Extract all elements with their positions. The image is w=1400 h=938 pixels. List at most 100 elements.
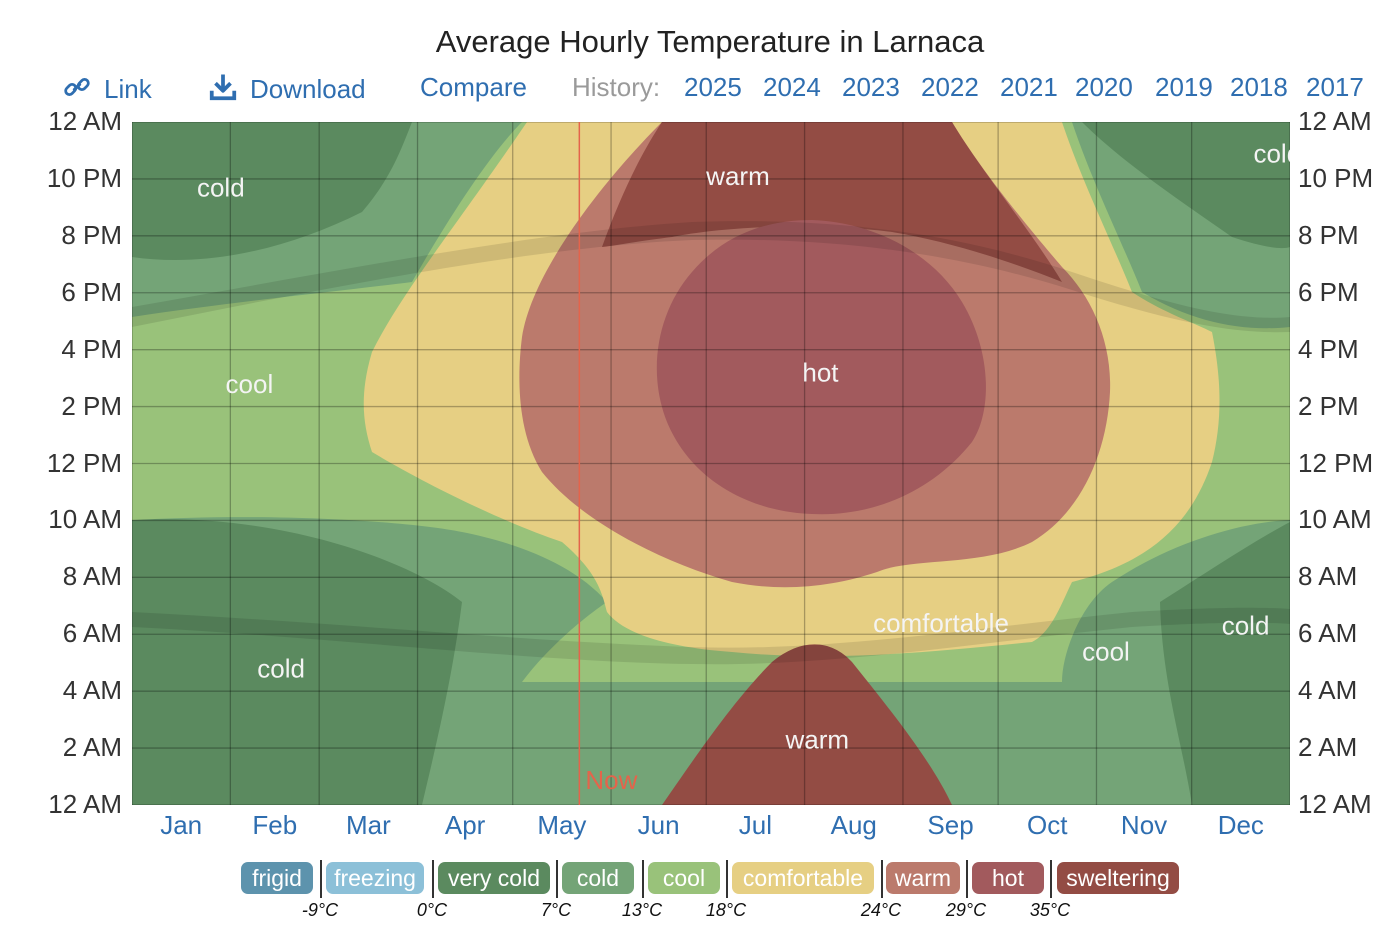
month-label-jun[interactable]: Jun — [637, 810, 680, 840]
history-label: History: — [572, 72, 661, 102]
legend-item-sweltering: sweltering — [1057, 862, 1179, 894]
legend-item-comfortable: comfortable — [732, 862, 874, 894]
legend-item-warm: warm — [886, 862, 960, 894]
legend-item-cold: cold — [562, 862, 634, 894]
month-label-mar[interactable]: Mar — [345, 810, 391, 840]
y-tick-left: 12 AM — [48, 789, 122, 819]
month-label-sep[interactable]: Sep — [927, 810, 974, 840]
y-tick-right: 12 PM — [1298, 447, 1374, 478]
legend-separator — [432, 860, 434, 898]
region-label: warm — [705, 161, 770, 191]
region-label: cold — [197, 172, 245, 202]
region-label: cold — [1222, 611, 1270, 641]
download-label: Download — [250, 74, 366, 104]
band-hot — [656, 220, 986, 515]
region-label: cool — [1082, 636, 1130, 666]
month-label-feb[interactable]: Feb — [252, 810, 298, 840]
grid: Now — [132, 122, 1290, 805]
legend-item-hot: hot — [972, 862, 1044, 894]
region-label: comfortable — [873, 608, 1009, 638]
legend-separator — [320, 860, 322, 898]
compare-button[interactable]: Compare — [420, 72, 527, 102]
y-tick-left: 10 PM — [46, 162, 122, 193]
legend-separator — [881, 860, 883, 898]
y-tick-left: 2 PM — [61, 390, 122, 421]
twilight-band — [132, 221, 1290, 333]
history-year-2019[interactable]: 2019 — [1155, 72, 1213, 102]
legend-threshold: 35°C — [1029, 900, 1071, 920]
region-label: cold — [1253, 138, 1290, 168]
y-tick-left: 10 AM — [48, 504, 122, 535]
y-tick-right: 2 PM — [1298, 390, 1359, 421]
y-tick-left: 12 AM — [48, 106, 122, 136]
legend-item-frigid: frigid — [241, 862, 313, 894]
history-year-2017[interactable]: 2017 — [1306, 72, 1364, 102]
legend-threshold: 7°C — [540, 900, 572, 920]
y-tick-left: 8 PM — [61, 219, 122, 250]
month-label-oct[interactable]: Oct — [1027, 810, 1068, 840]
temperature-heatmap: Now cold cold warm cool hot comfortable cool co… — [132, 122, 1290, 805]
y-tick-left: 8 AM — [62, 561, 122, 592]
region-label: warm — [785, 725, 850, 755]
history-year-2020[interactable]: 2020 — [1075, 72, 1133, 102]
y-tick-left: 2 AM — [62, 732, 122, 763]
month-label-aug[interactable]: Aug — [830, 810, 877, 840]
y-tick-right: 12 AM — [1298, 106, 1372, 136]
download-button[interactable]: Download — [208, 72, 366, 105]
month-label-nov[interactable]: Nov — [1120, 810, 1168, 840]
y-tick-right: 4 PM — [1298, 333, 1359, 364]
y-tick-left: 4 PM — [61, 333, 122, 364]
link-icon — [64, 78, 90, 96]
band-warm-top — [602, 122, 1062, 282]
legend: frigid freezing very cold cold cool comfortab… — [0, 860, 1400, 930]
history-year-2024[interactable]: 2024 — [763, 72, 821, 102]
month-label-jul[interactable]: Jul — [738, 810, 773, 840]
band-warm-night — [662, 644, 952, 805]
download-icon — [209, 74, 237, 101]
legend-item-cool: cool — [648, 862, 720, 894]
chart-title: Average Hourly Temperature in Larnaca — [435, 24, 985, 59]
legend-separator — [1050, 860, 1052, 898]
y-tick-left: 4 AM — [62, 675, 122, 706]
y-tick-right: 8 AM — [1298, 561, 1358, 592]
link-button[interactable]: Link — [62, 72, 152, 105]
y-tick-right: 6 PM — [1298, 276, 1359, 307]
history-year-2018[interactable]: 2018 — [1230, 72, 1288, 102]
month-label-may[interactable]: May — [537, 810, 587, 840]
y-tick-right: 10 PM — [1298, 162, 1374, 193]
history-year-2025[interactable]: 2025 — [684, 72, 742, 102]
y-tick-left: 12 PM — [46, 447, 122, 478]
legend-separator — [642, 860, 644, 898]
region-label: hot — [802, 357, 839, 387]
history-year-2023[interactable]: 2023 — [842, 72, 900, 102]
history-year-2022[interactable]: 2022 — [921, 72, 979, 102]
legend-threshold: 18°C — [705, 900, 747, 920]
history-year-2021[interactable]: 2021 — [1000, 72, 1058, 102]
y-tick-right: 4 AM — [1298, 675, 1358, 706]
month-label-jan[interactable]: Jan — [160, 810, 203, 840]
legend-item-very-cold: very cold — [438, 862, 550, 894]
legend-item-freezing: freezing — [326, 862, 424, 894]
legend-threshold: -9°C — [301, 900, 339, 920]
legend-threshold: 29°C — [945, 900, 987, 920]
legend-threshold: 24°C — [860, 900, 902, 920]
month-label-dec[interactable]: Dec — [1217, 810, 1264, 840]
y-tick-right: 12 AM — [1298, 789, 1372, 819]
y-tick-right: 2 AM — [1298, 732, 1358, 763]
legend-separator — [556, 860, 558, 898]
now-marker-label: Now — [585, 765, 637, 795]
y-tick-right: 10 AM — [1298, 504, 1372, 535]
dawn-band — [132, 607, 1290, 665]
chart-toolbar: Link Download Compare History: 2025 2024 2… — [0, 72, 1400, 108]
y-tick-left: 6 AM — [62, 618, 122, 649]
region-label: cold — [257, 653, 305, 683]
legend-threshold: 13°C — [621, 900, 663, 920]
y-tick-right: 8 PM — [1298, 219, 1359, 250]
legend-separator — [726, 860, 728, 898]
link-label: Link — [104, 74, 152, 104]
month-label-apr[interactable]: Apr — [444, 810, 486, 840]
y-tick-left: 6 PM — [61, 276, 122, 307]
y-tick-right: 6 AM — [1298, 618, 1358, 649]
legend-threshold: 0°C — [416, 900, 448, 920]
legend-separator — [966, 860, 968, 898]
